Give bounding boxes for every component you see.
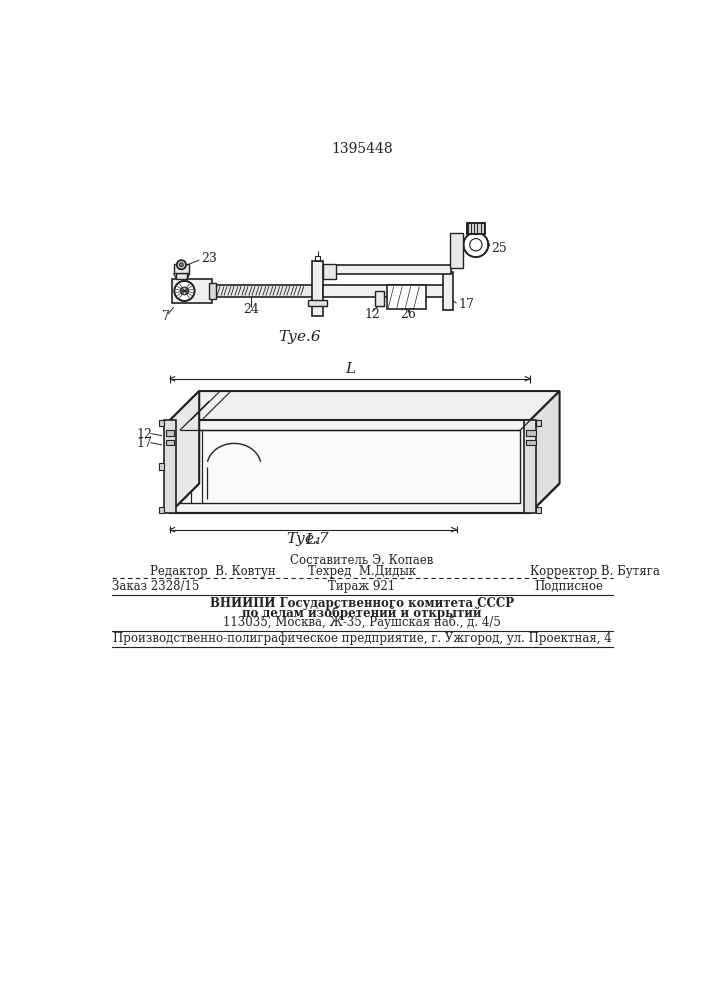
Text: Заказ 2328/15: Заказ 2328/15 [112,580,199,593]
Bar [526,430,535,436]
Bar [163,420,176,513]
Text: Τуе.6: Τуе.6 [279,330,321,344]
Text: Техред  М.Дидык: Техред М.Дидык [308,565,416,578]
Bar [387,285,426,309]
Text: Подписное: Подписное [534,580,603,593]
Text: Тираж 921: Тираж 921 [328,580,395,593]
Bar [467,223,485,234]
Text: Составитель Э. Копаев: Составитель Э. Копаев [291,554,433,567]
Circle shape [180,263,183,267]
Text: 24: 24 [243,303,259,316]
Circle shape [180,287,188,295]
Text: Производственно-полиграфическое предприятие, г. Ужгород, ул. Проектная, 4: Производственно-полиграфическое предприя… [112,632,612,645]
Text: 17: 17 [458,298,474,311]
Bar [308,300,327,306]
Bar [166,430,174,436]
Text: 25: 25 [491,242,507,255]
Bar [166,440,174,445]
Bar [312,261,323,316]
Bar [159,463,163,470]
Bar [337,265,451,274]
Text: Τуе.7: Τуе.7 [286,532,329,546]
Text: по делам изобретений и открытий: по делам изобретений и открытий [243,606,481,620]
Bar [375,291,385,306]
Bar [159,507,163,513]
Polygon shape [170,391,199,513]
Bar [524,420,537,513]
Bar [212,285,313,297]
Bar [159,420,163,426]
Polygon shape [180,430,520,503]
Text: 12: 12 [136,428,152,441]
Text: 17: 17 [136,437,152,450]
Bar [174,264,189,273]
Bar [323,285,448,297]
Circle shape [177,260,186,269]
Circle shape [175,281,194,301]
Bar [323,264,337,279]
Bar [467,223,485,234]
Bar [315,256,320,261]
Bar [209,283,216,299]
Text: Редактор  В. Ковтун: Редактор В. Ковтун [151,565,276,578]
Bar [537,507,541,513]
Bar [526,440,535,445]
Bar [443,272,453,310]
Text: 113035, Москва, Ж-35, Раушская наб., д. 4/5: 113035, Москва, Ж-35, Раушская наб., д. … [223,615,501,629]
Bar [537,420,541,426]
Bar [176,273,187,279]
Text: 12: 12 [364,308,380,321]
Circle shape [464,232,489,257]
Polygon shape [530,391,559,513]
Bar [450,233,464,268]
Polygon shape [170,391,559,420]
Text: L: L [345,362,355,376]
Text: 23: 23 [201,252,216,265]
Text: Корректор В. Бутяга: Корректор В. Бутяга [530,565,660,578]
Text: 7: 7 [162,310,170,323]
Text: L₁: L₁ [305,533,321,547]
Text: 1395448: 1395448 [331,142,393,156]
Bar [172,279,212,303]
Text: ВНИИПИ Государственного комитета СССР: ВНИИПИ Государственного комитета СССР [210,597,514,610]
Polygon shape [170,420,530,513]
Text: 26: 26 [399,308,416,321]
